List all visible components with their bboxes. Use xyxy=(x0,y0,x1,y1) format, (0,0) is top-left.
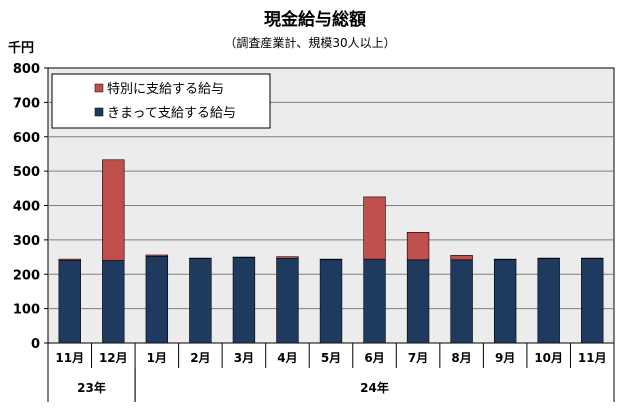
x-tick-label: 11月 xyxy=(55,351,84,365)
x-tick-label: 9月 xyxy=(495,351,515,365)
chart-subtitle: （調査産業計、規模30人以上） xyxy=(224,35,395,50)
x-tick-label: 5月 xyxy=(321,351,341,365)
legend-label-regular: きまって支給する給与 xyxy=(107,106,236,121)
bar-special xyxy=(102,159,125,261)
x-tick-label: 7月 xyxy=(408,351,428,365)
x-tick-label: 1月 xyxy=(147,351,167,365)
bar-regular xyxy=(581,258,604,344)
x-tick-label: 8月 xyxy=(451,351,471,365)
x-tick-label: 11月 xyxy=(578,351,607,365)
bar-regular xyxy=(102,260,125,344)
chart-title: 現金給与総額 xyxy=(264,9,366,30)
y-axis-label: 千円 xyxy=(8,40,34,56)
x-tick-label: 3月 xyxy=(234,351,254,365)
gridlines xyxy=(48,101,614,310)
bar-regular xyxy=(363,258,386,344)
year-label: 23年 xyxy=(77,380,106,395)
y-tick-label: 300 xyxy=(13,234,40,249)
y-tick-label: 200 xyxy=(13,268,40,283)
legend-box xyxy=(51,73,271,129)
bar-regular xyxy=(450,259,473,344)
y-axis-ticks: 0 100 200 300 400 500 600 700 800 xyxy=(13,62,48,352)
bar-regular xyxy=(58,260,81,344)
bar-regular xyxy=(232,257,256,344)
x-axis: 11月 12月 1月 2月 3月 4月 5月 6月 7月 8月 9月 10月 11月 23年 24年 xyxy=(47,343,615,402)
y-tick-label: 400 xyxy=(13,200,40,215)
y-tick-label: 700 xyxy=(13,96,40,111)
y-tick-label: 0 xyxy=(31,337,40,352)
bar-regular xyxy=(319,259,343,344)
x-tick-label: 2月 xyxy=(190,351,210,365)
y-tick-label: 500 xyxy=(13,165,40,180)
x-tick-label: 10月 xyxy=(534,351,563,365)
bar-regular xyxy=(145,256,169,344)
legend: 特別に支給する給与 きまって支給する給与 xyxy=(51,73,271,129)
bar-regular xyxy=(493,259,517,344)
bar-special xyxy=(363,196,386,260)
legend-swatch-regular xyxy=(94,107,104,117)
x-tick-label: 6月 xyxy=(364,351,384,365)
legend-swatch-special xyxy=(94,83,104,93)
x-tick-label: 4月 xyxy=(277,351,297,365)
legend-label-special: 特別に支給する給与 xyxy=(107,82,224,97)
bar-regular xyxy=(406,259,430,344)
year-label: 24年 xyxy=(360,380,389,395)
bar-regular xyxy=(276,258,299,344)
y-tick-label: 100 xyxy=(13,303,40,318)
bars xyxy=(58,159,604,344)
bar-regular xyxy=(537,258,560,344)
y-tick-label: 800 xyxy=(13,62,40,77)
bar-special xyxy=(145,254,169,257)
bar-regular xyxy=(189,258,212,344)
bar-special xyxy=(450,255,473,261)
bar-special xyxy=(406,232,430,261)
bar-special xyxy=(276,256,299,259)
y-tick-label: 600 xyxy=(13,131,40,146)
bar-special xyxy=(58,258,81,261)
x-tick-label: 12月 xyxy=(99,351,128,365)
